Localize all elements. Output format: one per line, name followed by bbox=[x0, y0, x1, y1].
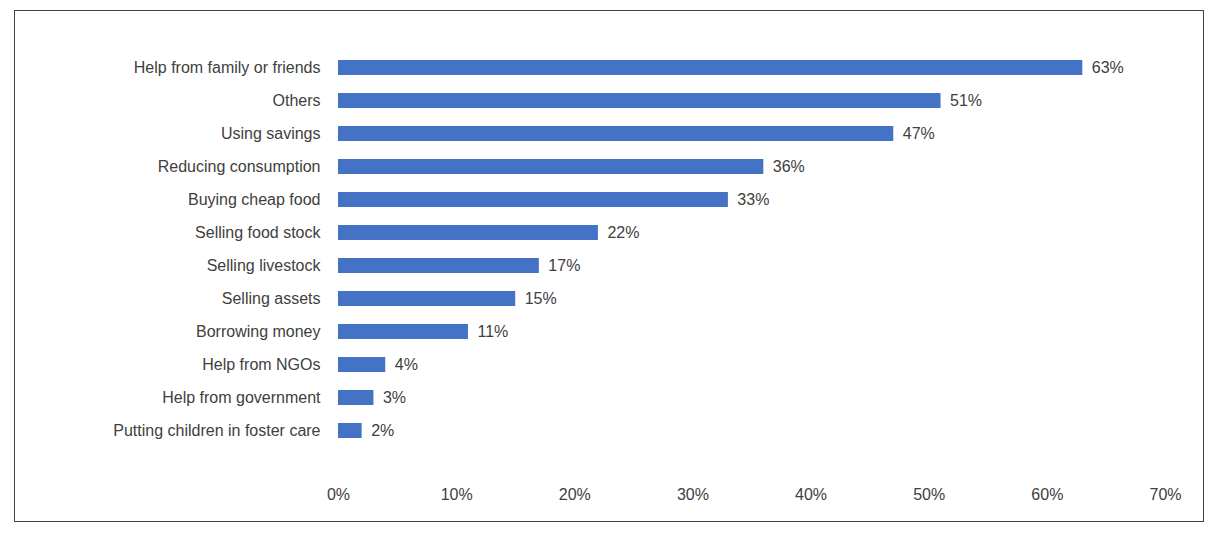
svg-text:10%: 10% bbox=[441, 486, 473, 503]
svg-text:Putting children in foster car: Putting children in foster care bbox=[113, 422, 320, 439]
svg-text:50%: 50% bbox=[913, 486, 945, 503]
svg-text:Help from government: Help from government bbox=[162, 389, 321, 406]
svg-text:11%: 11% bbox=[477, 323, 508, 340]
svg-text:Reducing consumption: Reducing consumption bbox=[158, 158, 321, 175]
svg-text:Buying cheap food: Buying cheap food bbox=[188, 191, 321, 208]
svg-text:Selling assets: Selling assets bbox=[222, 290, 321, 307]
svg-text:60%: 60% bbox=[1031, 486, 1063, 503]
svg-text:33%: 33% bbox=[737, 191, 769, 208]
svg-text:70%: 70% bbox=[1149, 486, 1181, 503]
svg-text:Selling livestock: Selling livestock bbox=[207, 257, 322, 274]
svg-text:Help from NGOs: Help from NGOs bbox=[202, 356, 320, 373]
svg-text:Selling food stock: Selling food stock bbox=[195, 224, 321, 241]
svg-text:15%: 15% bbox=[525, 290, 557, 307]
svg-text:4%: 4% bbox=[395, 356, 418, 373]
svg-text:0%: 0% bbox=[327, 486, 350, 503]
svg-text:30%: 30% bbox=[677, 486, 709, 503]
svg-text:Borrowing money: Borrowing money bbox=[196, 323, 321, 340]
svg-text:2%: 2% bbox=[371, 422, 394, 439]
svg-text:Using savings: Using savings bbox=[221, 125, 321, 142]
svg-text:22%: 22% bbox=[607, 224, 639, 241]
svg-text:63%: 63% bbox=[1092, 59, 1124, 76]
svg-text:40%: 40% bbox=[795, 486, 827, 503]
svg-text:17%: 17% bbox=[548, 257, 580, 274]
svg-text:20%: 20% bbox=[559, 486, 591, 503]
svg-text:47%: 47% bbox=[903, 125, 935, 142]
svg-text:36%: 36% bbox=[773, 158, 805, 175]
svg-text:51%: 51% bbox=[950, 92, 982, 109]
svg-text:3%: 3% bbox=[383, 389, 406, 406]
svg-text:Help from family or friends: Help from family or friends bbox=[134, 59, 321, 76]
svg-text:Others: Others bbox=[272, 92, 320, 109]
